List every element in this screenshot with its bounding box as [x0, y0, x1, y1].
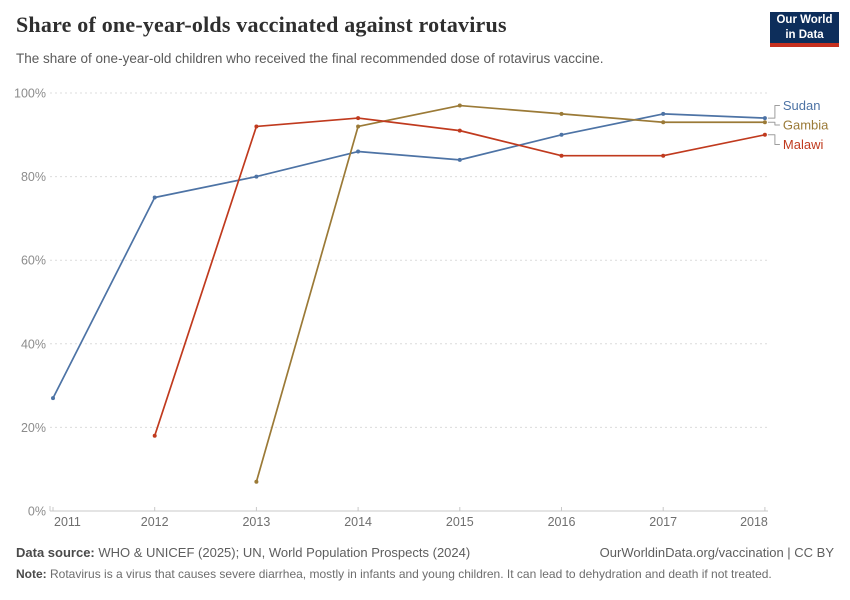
y-tick-label: 0% [28, 505, 46, 519]
data-point-malawi[interactable] [559, 153, 564, 158]
note-label: Note: [16, 567, 47, 581]
data-source-label: Data source: [16, 545, 95, 560]
data-point-malawi[interactable] [254, 124, 259, 129]
data-point-malawi[interactable] [457, 128, 462, 133]
data-point-sudan[interactable] [559, 132, 564, 137]
note-text: Rotavirus is a virus that causes severe … [46, 567, 772, 581]
data-point-malawi[interactable] [661, 153, 666, 158]
y-tick-label: 20% [21, 421, 46, 435]
owid-logo-line1: Our World [776, 13, 833, 26]
x-tick-label: 2011 [54, 515, 81, 529]
data-point-gambia[interactable] [457, 103, 462, 108]
data-point-gambia[interactable] [762, 120, 767, 125]
owid-logo-line2: in Data [785, 28, 824, 41]
chart-subtitle: The share of one-year-old children who r… [16, 51, 604, 66]
legend-connector [767, 105, 780, 119]
page-title: Share of one-year-olds vaccinated agains… [16, 12, 507, 37]
data-point-gambia[interactable] [254, 479, 259, 484]
data-point-sudan[interactable] [152, 195, 157, 200]
data-source-text: WHO & UNICEF (2025); UN, World Populatio… [94, 545, 471, 560]
x-tick-label: 2018 [740, 515, 768, 529]
note-row: Note: Rotavirus is a virus that causes s… [16, 567, 836, 581]
data-point-malawi[interactable] [762, 132, 767, 137]
data-point-sudan[interactable] [254, 174, 259, 179]
data-point-malawi[interactable] [356, 116, 361, 121]
legend-connector [767, 134, 780, 146]
series-line-gambia[interactable] [255, 104, 766, 483]
data-point-sudan[interactable] [51, 396, 55, 401]
data-point-gambia[interactable] [559, 111, 564, 116]
legend-label-sudan[interactable]: Sudan [783, 98, 821, 113]
legend-label-gambia[interactable]: Gambia [783, 118, 829, 133]
legend-label-malawi[interactable]: Malawi [783, 137, 824, 152]
data-point-malawi[interactable] [152, 433, 157, 438]
data-point-sudan[interactable] [661, 111, 666, 116]
rights-link[interactable]: OurWorldinData.org/vaccination | CC BY [599, 545, 834, 560]
x-tick-label: 2014 [344, 515, 372, 529]
data-source-row: Data source: WHO & UNICEF (2025); UN, Wo… [16, 545, 470, 560]
x-tick-label: 2012 [141, 515, 169, 529]
series-line-malawi[interactable] [153, 117, 766, 437]
data-point-gambia[interactable] [661, 120, 666, 125]
series-line-sudan[interactable] [52, 113, 766, 399]
y-tick-label: 40% [21, 337, 46, 351]
data-point-gambia[interactable] [356, 124, 361, 129]
y-tick-label: 80% [21, 170, 46, 184]
x-tick-label: 2016 [548, 515, 576, 529]
data-point-sudan[interactable] [356, 149, 361, 154]
data-point-sudan[interactable] [762, 116, 767, 121]
x-tick-label: 2015 [446, 515, 474, 529]
data-point-sudan[interactable] [457, 157, 462, 162]
y-tick-label: 60% [21, 254, 46, 268]
legend-connector [767, 121, 780, 126]
y-tick-label: 100% [14, 87, 46, 101]
owid-logo: Our World in Data [770, 12, 839, 47]
x-tick-label: 2017 [649, 515, 677, 529]
x-tick-label: 2013 [242, 515, 270, 529]
